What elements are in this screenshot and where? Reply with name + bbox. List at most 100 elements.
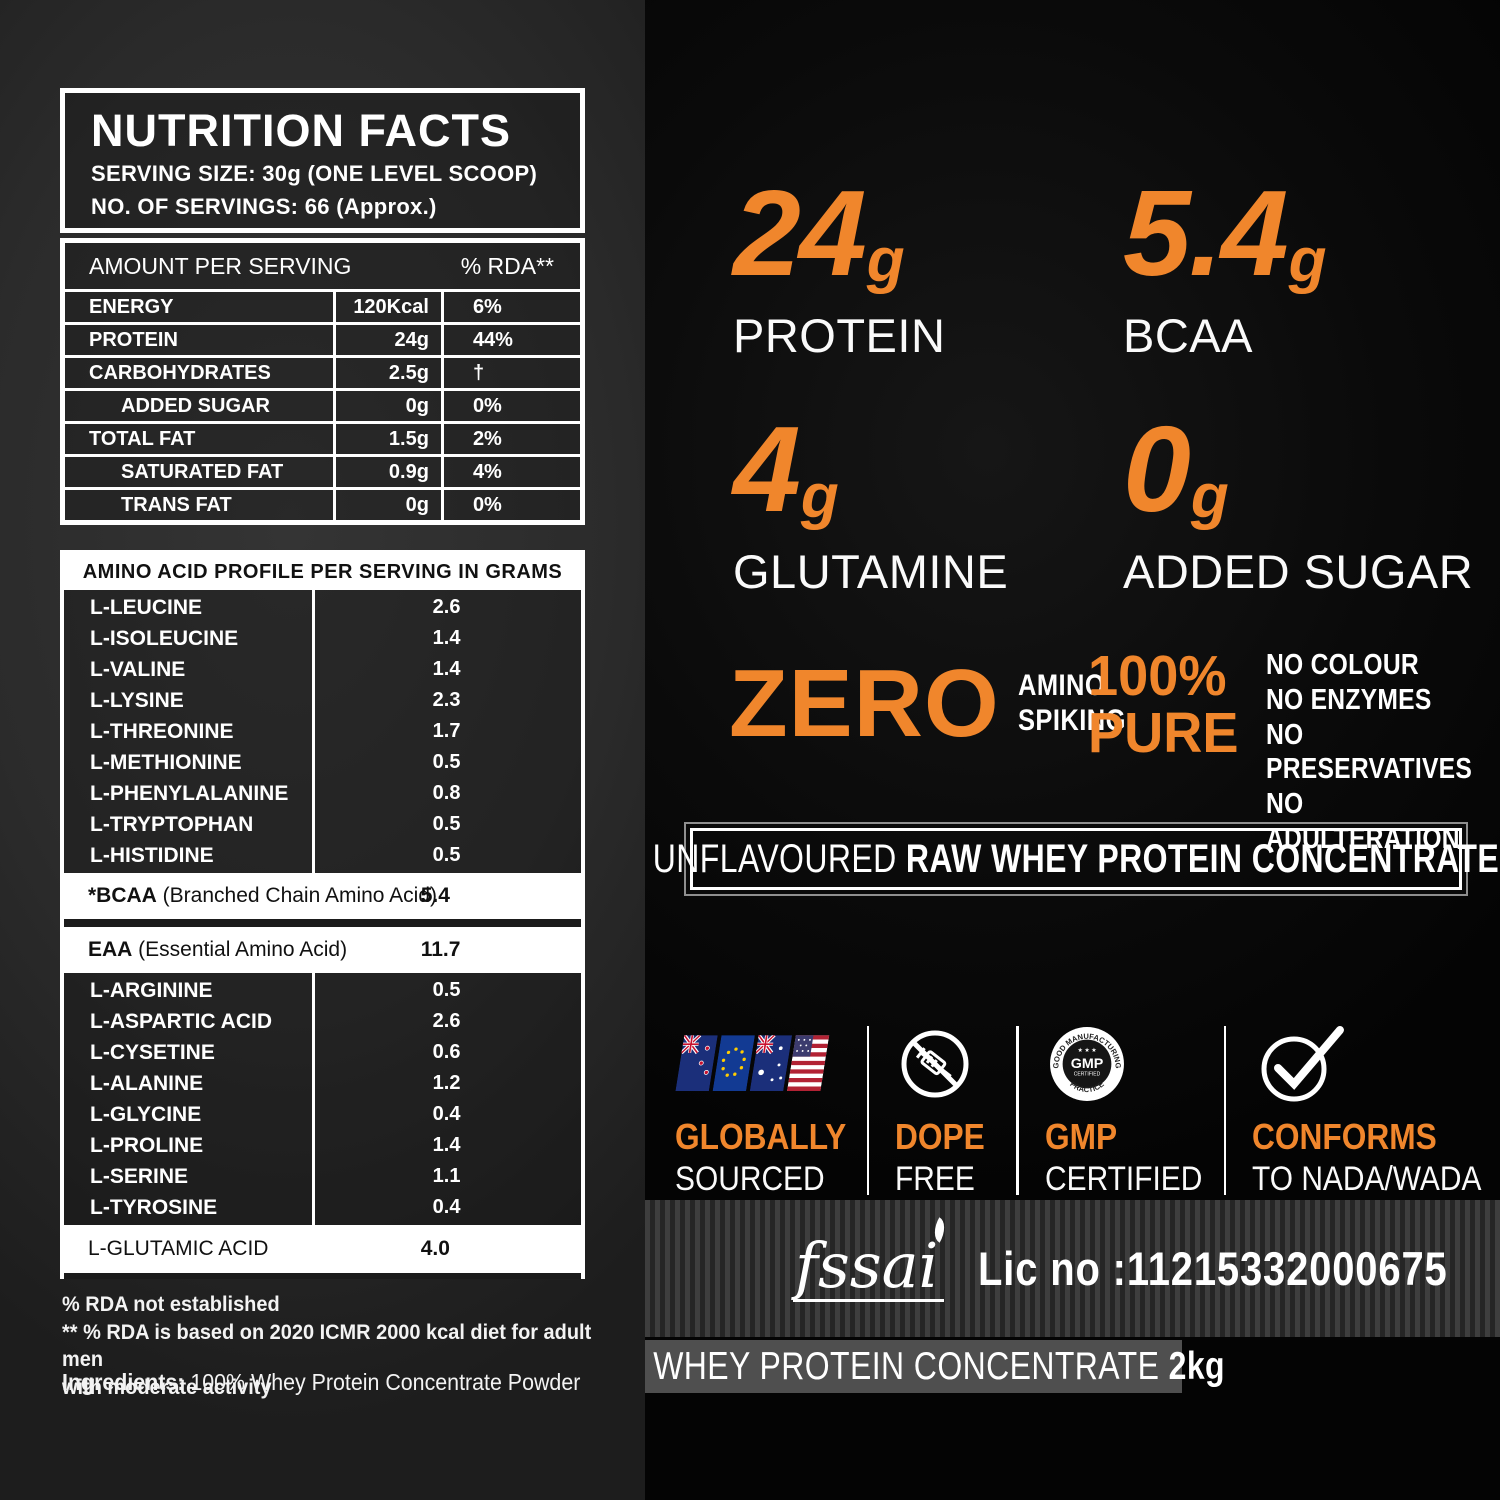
column-divider <box>312 590 316 873</box>
servings-count-text: NO. OF SERVINGS: 66 (Approx.) <box>91 194 437 220</box>
glutamic-value: 4.0 <box>420 1237 450 1260</box>
table-row: ENERGY 120Kcal 6% <box>65 292 580 322</box>
amino-row: L-LYSINE 2.3 <box>64 685 581 716</box>
nutrition-facts-header-box: NUTRITION FACTS SERVING SIZE: 30g (ONE L… <box>60 88 585 233</box>
pure-text: 100% PURE <box>1088 644 1239 765</box>
nutrition-table: AMOUNT PER SERVING % RDA** ENERGY 120Kca… <box>60 238 585 525</box>
row-value: 0.9g <box>388 460 429 483</box>
row-name: TOTAL FAT <box>89 427 196 450</box>
row-value: 1.5g <box>388 427 429 450</box>
amino-value: 2.6 <box>432 1010 461 1032</box>
bcaa-label: *BCAA (Branched Chain Amino Acid) <box>88 884 437 907</box>
footnote-line: ** % RDA is based on 2020 ICMR 2000 kcal… <box>62 1320 592 1372</box>
amino-name: L-ASPARTIC ACID <box>90 1009 272 1033</box>
amino-acid-table: AMINO ACID PROFILE PER SERVING IN GRAMS … <box>60 550 585 1279</box>
amino-row: L-ASPARTIC ACID 2.6 <box>64 1006 581 1037</box>
amino-name: L-HISTIDINE <box>90 843 214 867</box>
amino-rows-nonessential: L-ARGININE 0.5 L-ASPARTIC ACID 2.6 L-CYSET… <box>64 973 581 1225</box>
table-row: TRANS FAT 0g 0% <box>65 487 580 520</box>
bcaa-total-row: *BCAA (Branched Chain Amino Acid) 5.4 <box>64 873 581 919</box>
row-rda: † <box>472 361 485 384</box>
serving-size-text: SERVING SIZE: 30g (ONE LEVEL SCOOP) <box>91 161 538 187</box>
amino-row: L-TRYPTOPHAN 0.5 <box>64 809 581 840</box>
amino-value: 0.8 <box>432 782 461 804</box>
row-value: 120Kcal <box>353 295 429 318</box>
nutrition-table-header: AMOUNT PER SERVING % RDA** <box>65 243 580 292</box>
product-name-bar: WHEY PROTEIN CONCENTRATE 2kg <box>645 1340 1225 1393</box>
amino-name: L-THREONINE <box>90 719 234 743</box>
amino-row: L-PROLINE 1.4 <box>64 1130 581 1161</box>
badge-divider <box>867 1026 870 1195</box>
ingredients-label: Ingredients: <box>62 1369 185 1395</box>
stat-label: PROTEIN <box>733 309 946 362</box>
eaa-total-row: EAA (Essential Amino Acid) 11.7 <box>64 927 581 973</box>
badge-subtitle: SOURCED <box>675 1160 825 1198</box>
seal-stars: ★ ★ ★ <box>1077 1047 1096 1054</box>
row-value: 2.5g <box>388 361 429 384</box>
rda-label: % RDA** <box>460 252 554 279</box>
amino-value: 0.5 <box>432 844 461 866</box>
glutamic-acid-row: L-GLUTAMIC ACID 4.0 <box>64 1225 581 1273</box>
amino-row: L-VALINE 1.4 <box>64 654 581 685</box>
amino-row: L-HISTIDINE 0.5 <box>64 840 581 871</box>
amino-name: L-LYSINE <box>90 688 184 712</box>
hundred-percent-pure: 100% PURE NO COLOUR NO ENZYMES NO PRESER… <box>1088 648 1500 857</box>
table-row: CARBOHYDRATES 2.5g † <box>65 355 580 388</box>
amino-rows-essential: L-LEUCINE 2.6 L-ISOLEUCINE 1.4 L-VALINE 1.4… <box>64 590 581 873</box>
row-value: 0g <box>405 493 429 516</box>
stat-number: 4g <box>733 401 839 537</box>
amount-per-serving-label: AMOUNT PER SERVING <box>89 252 352 279</box>
claim-item: NO COLOUR <box>1266 649 1420 681</box>
amino-value: 0.4 <box>432 1196 461 1218</box>
badge-dope-free: DOPE FREE <box>895 1022 1016 1199</box>
amino-row: L-ALANINE 1.2 <box>64 1068 581 1099</box>
badge-divider <box>1016 1026 1019 1195</box>
no-dope-icon <box>895 1022 1016 1106</box>
amino-name: L-ISOLEUCINE <box>90 626 239 650</box>
stat-protein: 24g PROTEIN <box>733 172 1113 363</box>
claim-item: NO PRESERVATIVES <box>1266 718 1473 786</box>
amino-row: L-LEUCINE 2.6 <box>64 592 581 623</box>
seal-center-text: GMP <box>1070 1056 1103 1072</box>
row-rda: 2% <box>472 427 502 450</box>
row-rda: 44% <box>472 328 513 351</box>
glutamic-label: L-GLUTAMIC ACID <box>88 1237 269 1260</box>
table-row: ADDED SUGAR 0g 0% <box>65 388 580 421</box>
product-name-text: WHEY PROTEIN CONCENTRATE 2kg <box>653 1344 1225 1388</box>
amino-value: 1.4 <box>432 627 461 649</box>
marketing-panel: 24g PROTEIN 5.4g BCAA 4g GLUTAMINE 0g AD… <box>645 0 1500 1500</box>
svg-text:PRACTICE: PRACTICE <box>1068 1079 1106 1094</box>
stat-label: GLUTAMINE <box>733 545 1009 598</box>
nutrition-facts-title: NUTRITION FACTS <box>91 105 511 156</box>
badge-divider <box>1223 1026 1227 1195</box>
amino-name: L-ALANINE <box>90 1071 204 1095</box>
certification-badges: GLOBALLY SOURCED <box>675 1022 1490 1199</box>
amino-value: 2.6 <box>432 596 461 618</box>
amino-row: L-TYROSINE 0.4 <box>64 1192 581 1223</box>
ingredients-text: 100% Whey Protein Concentrate Powder <box>184 1369 581 1395</box>
badge-title: DOPE <box>895 1116 986 1157</box>
column-divider <box>312 973 316 1225</box>
seal-center-subtext: CERTIFIED <box>1073 1072 1100 1078</box>
amino-value: 1.7 <box>432 720 461 742</box>
column-divider <box>332 292 336 520</box>
amino-row: L-PHENYLALANINE 0.8 <box>64 778 581 809</box>
fssai-license-strip: fssai Lic no :11215332000675 <box>645 1200 1500 1337</box>
amino-spiking-text: AMINO SPIKING <box>1017 669 1126 737</box>
row-rda: 4% <box>472 460 502 483</box>
row-name: CARBOHYDRATES <box>89 361 271 384</box>
stat-label: ADDED SUGAR <box>1123 545 1474 598</box>
row-name: TRANS FAT <box>121 493 232 516</box>
stat-added-sugar: 0g ADDED SUGAR <box>1123 408 1500 599</box>
fssai-logo: fssai <box>793 1217 952 1302</box>
table-row: TOTAL FAT 1.5g 2% <box>65 421 580 454</box>
row-divider <box>64 919 581 927</box>
bcaa-value: 5.4 <box>420 884 450 907</box>
amino-name: L-ARGININE <box>90 978 213 1002</box>
amino-value: 0.5 <box>432 813 461 835</box>
stat-number: 24g <box>733 165 905 301</box>
amino-row: L-GLYCINE 0.4 <box>64 1099 581 1130</box>
amino-row: L-METHIONINE 0.5 <box>64 747 581 778</box>
nutrition-label-panel: NUTRITION FACTS SERVING SIZE: 30g (ONE L… <box>0 0 645 1500</box>
table-row: PROTEIN 24g 44% <box>65 322 580 355</box>
